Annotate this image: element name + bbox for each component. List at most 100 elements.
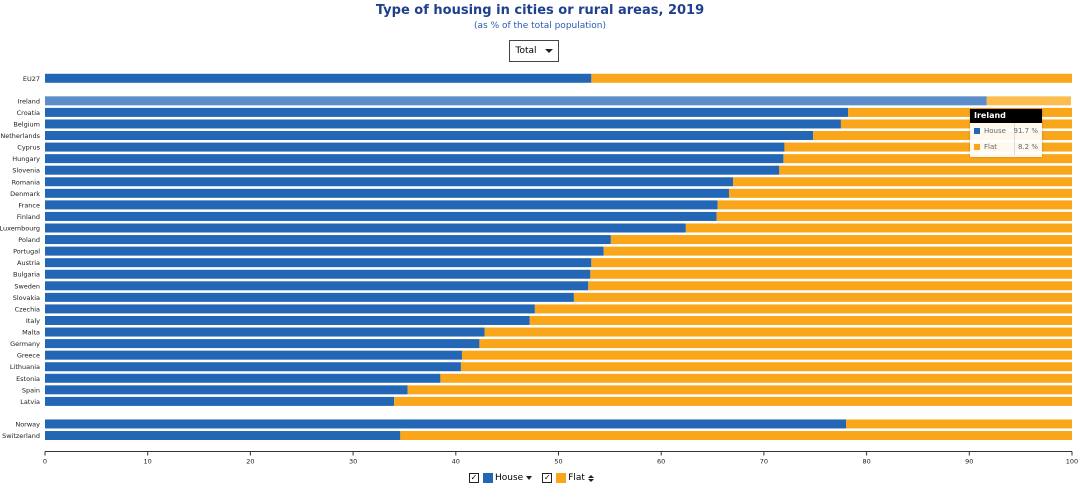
category-label-norway: Norway [15, 420, 40, 428]
bar-house-netherlands[interactable] [45, 131, 814, 141]
bar-house-denmark[interactable] [45, 188, 729, 198]
category-label-luxembourg: Luxembourg [0, 225, 40, 233]
bar-flat-latvia[interactable] [394, 396, 1072, 406]
category-label-lithuania: Lithuania [10, 363, 40, 371]
tooltip-country: Ireland [970, 109, 1042, 123]
bar-house-switzerland[interactable] [45, 431, 401, 441]
bar-house-austria[interactable] [45, 258, 592, 268]
bar-flat-germany[interactable] [479, 339, 1072, 349]
bar-house-malta[interactable] [45, 327, 485, 337]
bar-house-hungary[interactable] [45, 154, 784, 164]
bar-house-slovakia[interactable] [45, 292, 574, 302]
bar-flat-eu27[interactable] [591, 73, 1072, 83]
bar-house-croatia[interactable] [45, 107, 849, 117]
category-label-portugal: Portugal [13, 248, 40, 256]
bar-house-poland[interactable] [45, 235, 611, 245]
bar-house-czechia[interactable] [45, 304, 535, 314]
bar-flat-cyprus[interactable] [784, 142, 1072, 152]
category-label-netherlands: Netherlands [0, 132, 40, 140]
category-label-greece: Greece [17, 352, 40, 360]
category-label-croatia: Croatia [17, 109, 40, 117]
category-label-poland: Poland [18, 236, 40, 244]
bar-house-belgium[interactable] [45, 119, 841, 129]
x-tick-label: 30 [349, 458, 357, 466]
bar-flat-hungary[interactable] [783, 154, 1072, 164]
bar-flat-greece[interactable] [461, 350, 1072, 360]
x-tick-label: 100 [1066, 458, 1078, 466]
bar-flat-slovakia[interactable] [573, 292, 1072, 302]
sort-toggle-icon[interactable] [587, 474, 594, 482]
house-swatch [974, 128, 980, 134]
bar-flat-norway[interactable] [846, 419, 1072, 429]
category-label-sweden: Sweden [14, 282, 40, 290]
bar-flat-croatia[interactable] [848, 107, 1072, 117]
bar-house-italy[interactable] [45, 315, 530, 325]
category-label-slovenia: Slovenia [12, 167, 40, 175]
bar-house-slovenia[interactable] [45, 165, 780, 175]
bar-flat-switzerland[interactable] [400, 431, 1072, 441]
bar-house-france[interactable] [45, 200, 718, 210]
bar-house-luxembourg[interactable] [45, 223, 686, 233]
bar-house-bulgaria[interactable] [45, 269, 591, 279]
bar-flat-luxembourg[interactable] [685, 223, 1072, 233]
bar-house-eu27[interactable] [45, 73, 592, 83]
bar-house-sweden[interactable] [45, 281, 589, 291]
bar-flat-belgium[interactable] [840, 119, 1072, 129]
bar-flat-malta[interactable] [484, 327, 1072, 337]
legend-house-label: House [495, 473, 524, 483]
legend-flat-label: Flat [568, 473, 585, 483]
bar-house-estonia[interactable] [45, 373, 441, 383]
category-label-austria: Austria [17, 259, 40, 267]
x-tick-label: 50 [554, 458, 562, 466]
bar-flat-sweden[interactable] [588, 281, 1072, 291]
category-label-bulgaria: Bulgaria [13, 271, 40, 279]
bar-flat-italy[interactable] [529, 315, 1072, 325]
bar-house-norway[interactable] [45, 419, 847, 429]
category-label-cyprus: Cyprus [17, 144, 40, 152]
house-checkbox-icon[interactable]: ✓ [469, 473, 479, 483]
legend-item-house[interactable]: ✓ House [469, 473, 533, 483]
total-filter-dropdown[interactable]: Total [509, 40, 559, 62]
bar-flat-spain[interactable] [407, 385, 1072, 395]
category-label-ireland: Ireland [18, 97, 40, 105]
bar-flat-france[interactable] [717, 200, 1072, 210]
category-label-eu27: EU27 [23, 75, 40, 83]
legend-item-flat[interactable]: ✓ Flat [542, 473, 594, 483]
bar-house-germany[interactable] [45, 339, 480, 349]
x-tick-label: 80 [862, 458, 870, 466]
bar-flat-ireland[interactable] [986, 96, 1071, 106]
bar-flat-romania[interactable] [733, 177, 1072, 187]
chart-title: Type of housing in cities or rural areas… [375, 3, 705, 18]
x-tick-label: 0 [43, 458, 47, 466]
bar-house-greece[interactable] [45, 350, 462, 360]
bar-house-portugal[interactable] [45, 246, 604, 256]
bar-flat-estonia[interactable] [440, 373, 1072, 383]
chevron-down-icon [544, 49, 553, 53]
bar-house-spain[interactable] [45, 385, 408, 395]
sort-down-icon[interactable] [526, 476, 533, 480]
bar-flat-slovenia[interactable] [779, 165, 1072, 175]
category-label-italy: Italy [26, 317, 40, 325]
bar-house-ireland[interactable] [45, 96, 987, 106]
category-label-finland: Finland [17, 213, 40, 221]
bar-house-romania[interactable] [45, 177, 734, 187]
bar-flat-finland[interactable] [716, 211, 1072, 221]
bar-flat-denmark[interactable] [728, 188, 1072, 198]
category-label-slovakia: Slovakia [13, 294, 40, 302]
bar-house-finland[interactable] [45, 211, 717, 221]
dropdown-selected-value: Total [515, 46, 537, 56]
bar-flat-poland[interactable] [610, 235, 1072, 245]
bar-flat-bulgaria[interactable] [590, 269, 1072, 279]
bar-flat-czechia[interactable] [534, 304, 1072, 314]
bar-house-cyprus[interactable] [45, 142, 785, 152]
category-label-romania: Romania [12, 178, 40, 186]
bar-flat-portugal[interactable] [603, 246, 1072, 256]
flat-checkbox-icon[interactable]: ✓ [542, 473, 553, 483]
bar-house-latvia[interactable] [45, 396, 395, 406]
bar-flat-lithuania[interactable] [460, 362, 1072, 372]
flat-swatch [974, 144, 980, 150]
bar-flat-austria[interactable] [591, 258, 1072, 268]
bar-house-lithuania[interactable] [45, 362, 461, 372]
bar-flat-netherlands[interactable] [813, 131, 1072, 141]
